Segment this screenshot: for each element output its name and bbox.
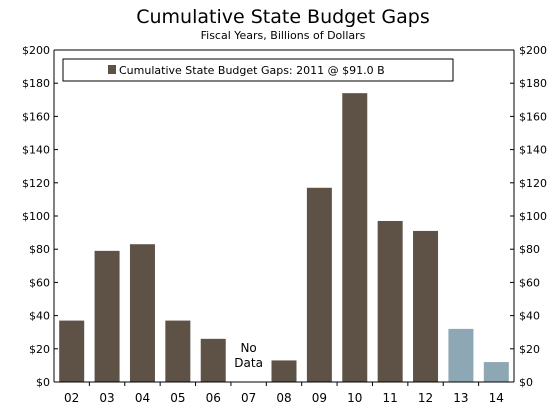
left-tick-label: $100 [22, 210, 50, 223]
bar-09 [306, 187, 332, 382]
category-label: 13 [453, 391, 468, 405]
left-tick-label: $80 [29, 243, 50, 256]
left-tick-label: $0 [36, 376, 50, 389]
left-tick-label: $140 [22, 144, 50, 157]
category-label: 11 [383, 391, 398, 405]
legend-box [62, 58, 454, 82]
bar-02 [59, 320, 85, 382]
legend-swatch [108, 65, 116, 74]
bar-10 [342, 93, 368, 382]
right-tick-label: $180 [519, 77, 547, 90]
category-label: 04 [135, 391, 150, 405]
category-labels: 02 03 04 05 06 07 08 09 10 11 12 13 14 [64, 382, 504, 405]
category-label: 10 [347, 391, 362, 405]
right-tick-label: $80 [519, 243, 540, 256]
category-label: 02 [64, 391, 79, 405]
right-tick-label: $40 [519, 310, 540, 323]
bar-12 [413, 230, 439, 382]
legend: Cumulative State Budget Gaps: 2011 @ $91… [62, 58, 454, 82]
bar-06 [200, 338, 226, 382]
category-label: 05 [170, 391, 185, 405]
bar-04 [129, 244, 155, 382]
right-tick-label: $160 [519, 110, 547, 123]
category-label: 12 [418, 391, 433, 405]
annotation-text: No [240, 341, 256, 355]
right-tick-label: $200 [519, 44, 547, 57]
left-tick-label: $180 [22, 77, 50, 90]
bar-08 [271, 360, 297, 382]
left-tick-label: $40 [29, 310, 50, 323]
category-label: 09 [312, 391, 327, 405]
category-label: 14 [489, 391, 504, 405]
right-tick-label: $20 [519, 343, 540, 356]
left-tick-label: $20 [29, 343, 50, 356]
category-label: 03 [99, 391, 114, 405]
right-tick-label: $140 [519, 144, 547, 157]
bar-14 [483, 362, 509, 382]
bar-13 [448, 328, 474, 382]
left-axis-ticks: $0 $20 $40 $60 $80 $100 $120 $140 $160 $180 $200 [22, 44, 58, 389]
right-tick-label: $60 [519, 276, 540, 289]
bars [59, 93, 509, 382]
right-tick-label: $0 [519, 376, 533, 389]
left-tick-label: $200 [22, 44, 50, 57]
category-label: 08 [276, 391, 291, 405]
left-tick-label: $160 [22, 110, 50, 123]
chart-subtitle: Fiscal Years, Billions of Dollars [201, 29, 366, 42]
right-tick-label: $100 [519, 210, 547, 223]
bar-05 [165, 320, 191, 382]
left-tick-label: $60 [29, 276, 50, 289]
bar-11 [377, 220, 403, 382]
category-label: 06 [206, 391, 221, 405]
annotation-text: Data [234, 356, 263, 370]
axis-lines [53, 49, 515, 383]
bar-03 [94, 250, 120, 382]
category-label: 07 [241, 391, 256, 405]
right-axis-ticks: $0 $20 $40 $60 $80 $100 $120 $140 $160 $180 $200 [510, 44, 547, 389]
chart-title: Cumulative State Budget Gaps [136, 6, 430, 28]
legend-label: Cumulative State Budget Gaps: 2011 @ $91… [119, 64, 385, 77]
right-tick-label: $120 [519, 177, 547, 190]
left-tick-label: $120 [22, 177, 50, 190]
